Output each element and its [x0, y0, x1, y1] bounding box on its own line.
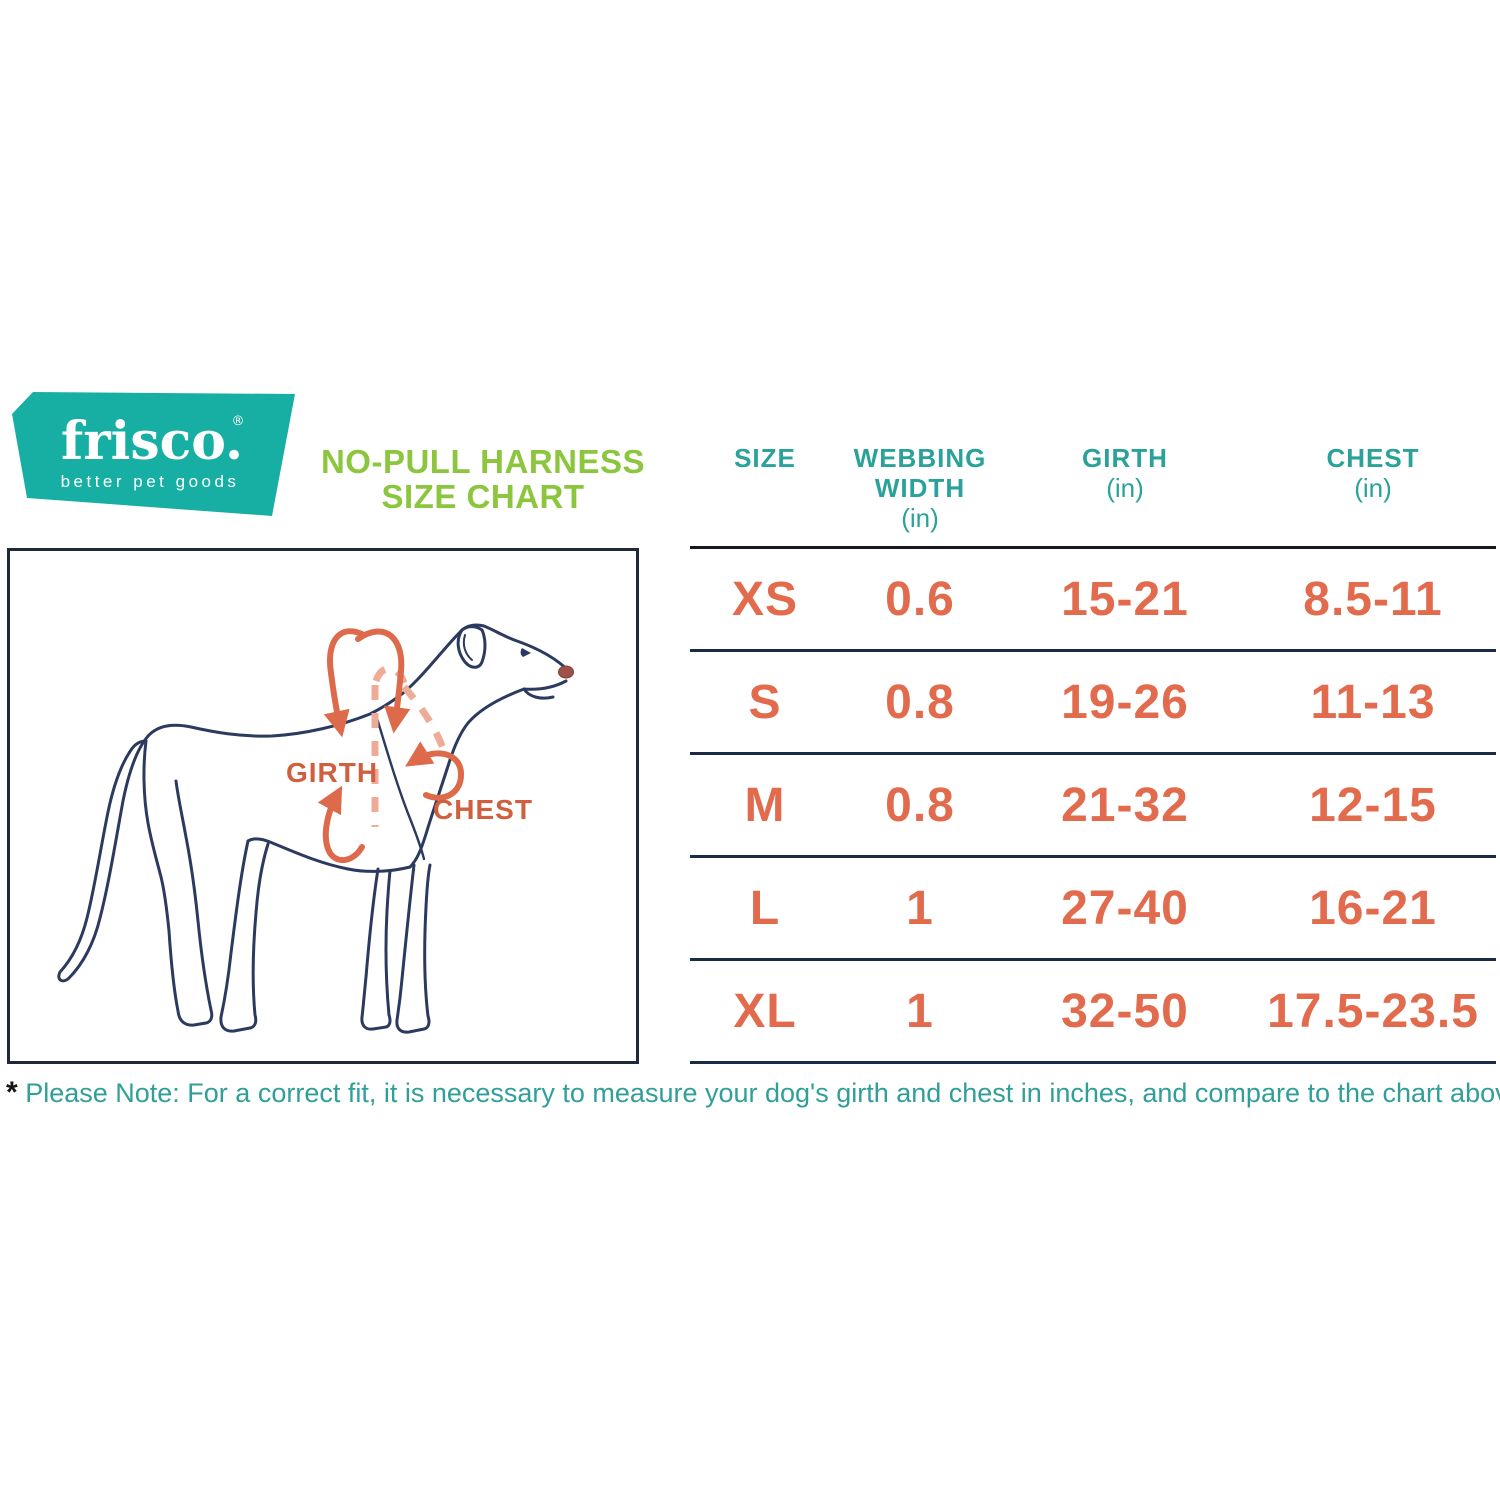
cell-chest: 8.5-11: [1303, 572, 1443, 626]
dog-eye: [520, 648, 531, 657]
registered-mark: ®: [232, 414, 245, 429]
cell-webbing-width: 1: [906, 881, 934, 935]
cell-girth: 27-40: [1061, 881, 1189, 935]
logo-banner-shape: [12, 392, 295, 516]
cell-size: S: [748, 675, 782, 729]
cell-webbing-width: 0.8: [885, 778, 955, 832]
chest-hook-arrow: [405, 741, 464, 801]
page-title-line2: SIZE CHART: [381, 477, 585, 515]
size-table-header: SIZE WEBBING WIDTH (in) GIRTH (in) CHEST…: [690, 443, 1496, 534]
footnote: * Please Note: For a correct fit, it is …: [6, 1076, 1500, 1110]
chest-dashed-line: [401, 684, 448, 753]
cell-size: M: [744, 778, 786, 832]
measurement-arrows: [317, 628, 464, 864]
frisco-logo: frisco. ® better pet goods: [0, 385, 310, 525]
footnote-asterisk: *: [6, 1076, 18, 1109]
girth-label: GIRTH: [286, 757, 378, 788]
table-row-xs: XS 0.6 15-21 8.5-11: [690, 549, 1496, 652]
cell-girth: 32-50: [1061, 984, 1189, 1038]
table-row-xl: XL 1 32-50 17.5-23.5: [690, 961, 1496, 1064]
cell-size: XL: [733, 984, 797, 1038]
cell-size: XS: [731, 572, 799, 626]
table-row-s: S 0.8 19-26 11-13: [690, 652, 1496, 755]
dog-outline: [57, 623, 572, 1034]
chest-label: CHEST: [433, 794, 533, 825]
girth-bottom-arrow: [317, 785, 365, 864]
brand-tagline: better pet goods: [61, 472, 240, 491]
column-header-girth: GIRTH (in): [1082, 443, 1168, 503]
cell-girth: 21-32: [1061, 778, 1189, 832]
footnote-text: Please Note: For a correct fit, it is ne…: [25, 1078, 1500, 1108]
measurement-diagram-box: GIRTH CHEST: [7, 548, 639, 1064]
cell-webbing-width: 1: [906, 984, 934, 1038]
frisco-logo-banner: frisco. ® better pet goods: [12, 392, 295, 516]
size-table: XS 0.6 15-21 8.5-11 S 0.8 19-26 11-13 M …: [690, 546, 1496, 1064]
cell-chest: 12-15: [1309, 778, 1437, 832]
brand-name: frisco.: [61, 411, 243, 472]
girth-top-arrow: [323, 628, 367, 738]
chest-top-arrow: [355, 628, 411, 734]
page-title-line1: NO-PULL HARNESS: [320, 443, 646, 480]
cell-girth: 15-21: [1061, 572, 1189, 626]
cell-webbing-width: 0.6: [885, 572, 955, 626]
dog-measurement-illustration: GIRTH CHEST: [57, 623, 574, 1034]
table-row-l: L 1 27-40 16-21: [690, 858, 1496, 961]
cell-chest: 11-13: [1310, 675, 1436, 729]
cell-chest: 16-21: [1309, 881, 1437, 935]
cell-girth: 19-26: [1061, 675, 1189, 729]
cell-chest: 17.5-23.5: [1267, 984, 1479, 1038]
table-row-m: M 0.8 21-32 12-15: [690, 755, 1496, 858]
cell-webbing-width: 0.8: [885, 675, 955, 729]
cell-size: L: [749, 881, 781, 935]
column-header-webbing-width: WEBBING WIDTH (in): [853, 443, 987, 533]
page-title: NO-PULL HARNESS SIZE CHART: [318, 443, 648, 515]
column-header-size: SIZE: [734, 443, 796, 473]
column-header-chest: CHEST (in): [1326, 443, 1420, 503]
dog-nose: [558, 665, 574, 679]
